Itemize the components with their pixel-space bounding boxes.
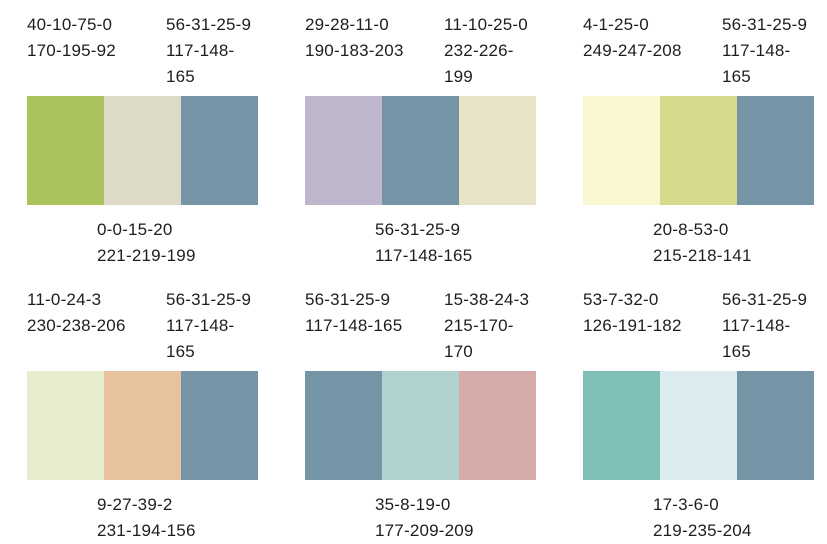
rgb-value: 170-195-92: [27, 41, 116, 60]
color-swatch: [459, 96, 536, 205]
color-label-bottom: 56-31-25-9 117-148-165: [305, 217, 536, 269]
rgb-value: 215-170-170: [444, 316, 514, 361]
palette-group-6: 53-7-32-0 126-191-182 56-31-25-9 117-148…: [583, 275, 814, 544]
color-swatch: [583, 96, 660, 205]
color-swatch: [737, 96, 814, 205]
color-swatch: [660, 371, 737, 480]
rgb-value: 117-148-165: [166, 41, 235, 86]
cmyk-value: 56-31-25-9: [722, 15, 808, 34]
color-label-bottom: 0-0-15-20 221-219-199: [27, 217, 258, 269]
cmyk-value: 56-31-25-9: [166, 15, 252, 34]
color-label-left: 29-28-11-0 190-183-203: [305, 12, 444, 90]
top-labels: 56-31-25-9 117-148-165 15-38-24-3 215-17…: [305, 275, 536, 365]
color-label-left: 56-31-25-9 117-148-165: [305, 287, 444, 365]
color-label-right: 56-31-25-9 117-148-165: [166, 12, 258, 90]
rgb-value: 219-235-204: [653, 521, 752, 540]
cmyk-value: 17-3-6-0: [653, 495, 719, 514]
palette-group-4: 11-0-24-3 230-238-206 56-31-25-9 117-148…: [27, 275, 258, 544]
top-labels: 40-10-75-0 170-195-92 56-31-25-9 117-148…: [27, 0, 258, 90]
color-label-left: 40-10-75-0 170-195-92: [27, 12, 166, 90]
color-swatch: [104, 371, 181, 480]
color-swatch: [382, 96, 459, 205]
palette-group-5: 56-31-25-9 117-148-165 15-38-24-3 215-17…: [305, 275, 536, 544]
rgb-value: 117-148-165: [722, 41, 791, 86]
color-swatch: [737, 371, 814, 480]
color-swatch: [305, 371, 382, 480]
color-label-right: 56-31-25-9 117-148-165: [166, 287, 258, 365]
color-swatch: [181, 96, 258, 205]
color-swatch: [583, 371, 660, 480]
color-label-right: 11-10-25-0 232-226-199: [444, 12, 536, 90]
cmyk-value: 0-0-15-20: [97, 220, 173, 239]
color-label-right: 15-38-24-3 215-170-170: [444, 287, 536, 365]
swatch-row: [27, 371, 258, 480]
cmyk-value: 29-28-11-0: [305, 15, 389, 34]
cmyk-value: 9-27-39-2: [97, 495, 173, 514]
top-labels: 53-7-32-0 126-191-182 56-31-25-9 117-148…: [583, 275, 814, 365]
color-label-right: 56-31-25-9 117-148-165: [722, 12, 814, 90]
cmyk-value: 4-1-25-0: [583, 15, 649, 34]
palette-group-2: 29-28-11-0 190-183-203 11-10-25-0 232-22…: [305, 0, 536, 269]
color-label-left: 4-1-25-0 249-247-208: [583, 12, 722, 90]
color-label-left: 11-0-24-3 230-238-206: [27, 287, 166, 365]
cmyk-value: 20-8-53-0: [653, 220, 729, 239]
swatch-row: [583, 96, 814, 205]
color-swatch: [104, 96, 181, 205]
rgb-value: 117-148-165: [375, 246, 473, 265]
rgb-value: 230-238-206: [27, 316, 126, 335]
rgb-value: 249-247-208: [583, 41, 682, 60]
cmyk-value: 11-0-24-3: [27, 290, 102, 309]
cmyk-value: 56-31-25-9: [166, 290, 252, 309]
cmyk-value: 56-31-25-9: [375, 220, 461, 239]
rgb-value: 221-219-199: [97, 246, 196, 265]
top-labels: 4-1-25-0 249-247-208 56-31-25-9 117-148-…: [583, 0, 814, 90]
swatch-row: [583, 371, 814, 480]
color-label-bottom: 20-8-53-0 215-218-141: [583, 217, 814, 269]
color-label-right: 56-31-25-9 117-148-165: [722, 287, 814, 365]
palette-group-1: 40-10-75-0 170-195-92 56-31-25-9 117-148…: [27, 0, 258, 269]
cmyk-value: 53-7-32-0: [583, 290, 659, 309]
rgb-value: 117-148-165: [722, 316, 791, 361]
color-swatch: [305, 96, 382, 205]
top-labels: 29-28-11-0 190-183-203 11-10-25-0 232-22…: [305, 0, 536, 90]
color-label-left: 53-7-32-0 126-191-182: [583, 287, 722, 365]
swatch-row: [305, 96, 536, 205]
cmyk-value: 35-8-19-0: [375, 495, 451, 514]
color-swatch: [660, 96, 737, 205]
palette-row-1: 40-10-75-0 170-195-92 56-31-25-9 117-148…: [0, 0, 827, 269]
rgb-value: 190-183-203: [305, 41, 404, 60]
color-swatch: [382, 371, 459, 480]
color-swatch: [27, 371, 104, 480]
cmyk-value: 56-31-25-9: [722, 290, 808, 309]
swatch-row: [27, 96, 258, 205]
palette-group-3: 4-1-25-0 249-247-208 56-31-25-9 117-148-…: [583, 0, 814, 269]
color-swatch: [181, 371, 258, 480]
cmyk-value: 40-10-75-0: [27, 15, 113, 34]
cmyk-value: 11-10-25-0: [444, 15, 528, 34]
palette-row-2: 11-0-24-3 230-238-206 56-31-25-9 117-148…: [0, 275, 827, 544]
rgb-value: 117-148-165: [166, 316, 235, 361]
rgb-value: 177-209-209: [375, 521, 474, 540]
color-swatch: [27, 96, 104, 205]
rgb-value: 126-191-182: [583, 316, 682, 335]
color-swatch: [459, 371, 536, 480]
rgb-value: 215-218-141: [653, 246, 752, 265]
cmyk-value: 56-31-25-9: [305, 290, 391, 309]
swatch-row: [305, 371, 536, 480]
rgb-value: 117-148-165: [305, 316, 403, 335]
rgb-value: 232-226-199: [444, 41, 514, 86]
rgb-value: 231-194-156: [97, 521, 196, 540]
cmyk-value: 15-38-24-3: [444, 290, 530, 309]
top-labels: 11-0-24-3 230-238-206 56-31-25-9 117-148…: [27, 275, 258, 365]
